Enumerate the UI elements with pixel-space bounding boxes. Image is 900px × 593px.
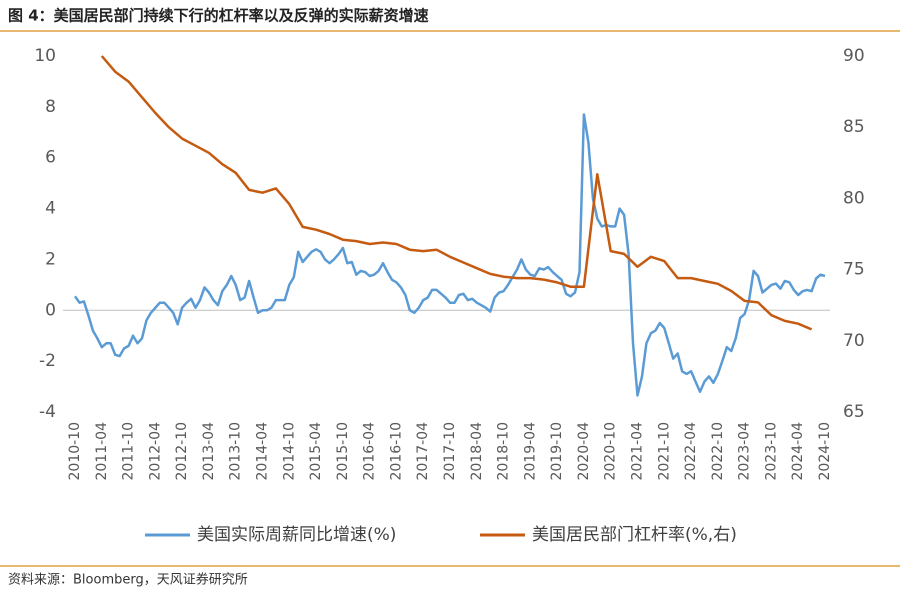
x-tick-label: 2013-10: [228, 422, 244, 481]
series-line: [73, 113, 826, 397]
x-tick-label: 2019-10: [549, 422, 565, 481]
x-tick-label: 2023-04: [737, 422, 753, 481]
x-tick-label: 2013-04: [201, 422, 217, 481]
series-line: [100, 55, 813, 331]
y-tick-label: 10: [34, 46, 56, 66]
x-tick-label: 2021-10: [656, 422, 672, 481]
y2-tick-label: 65: [843, 402, 865, 422]
x-tick-label: 2023-10: [763, 422, 779, 481]
y-tick-label: 4: [45, 199, 56, 219]
source: 资料来源：Bloomberg，天风证券研究所: [8, 572, 248, 588]
y-tick-label: 6: [45, 148, 56, 168]
x-tick-label: 2020-10: [603, 422, 619, 481]
y2-tick-label: 75: [843, 260, 865, 280]
x-tick-label: 2010-10: [67, 422, 83, 481]
x-tick-label: 2015-10: [335, 422, 351, 481]
legend-label: 美国居民部门杠杆率(%,右): [532, 525, 737, 545]
chart-title: 图 4：美国居民部门持续下行的杠杆率以及反弹的实际薪资增速: [8, 7, 429, 25]
x-tick-label: 2022-04: [683, 422, 699, 481]
y-tick-label: -2: [39, 351, 56, 371]
x-tick-label: 2019-04: [522, 422, 538, 481]
x-tick-label: 2024-04: [790, 422, 806, 481]
y-tick-label: 2: [45, 249, 56, 269]
x-tick-label: 2020-04: [576, 422, 592, 481]
x-tick-label: 2018-10: [496, 422, 512, 481]
x-tick-label: 2015-04: [308, 422, 324, 481]
x-tick-label: 2018-04: [469, 422, 485, 481]
x-tick-label: 2011-10: [121, 422, 137, 481]
y-tick-label: 0: [45, 300, 56, 320]
y2-tick-label: 80: [843, 188, 865, 208]
x-tick-label: 2011-04: [94, 422, 110, 481]
x-tick-label: 2012-10: [174, 422, 190, 481]
x-tick-label: 2017-04: [415, 422, 431, 481]
x-tick-label: 2024-10: [817, 422, 833, 481]
y2-tick-label: 70: [843, 331, 865, 351]
y-tick-label: -4: [39, 402, 56, 422]
y-tick-label: 8: [45, 97, 56, 117]
x-tick-label: 2021-04: [630, 422, 646, 481]
x-tick-label: 2016-10: [388, 422, 404, 481]
x-tick-label: 2016-04: [362, 422, 378, 481]
x-tick-label: 2012-04: [147, 422, 163, 481]
y2-tick-label: 90: [843, 46, 865, 66]
x-tick-label: 2022-10: [710, 422, 726, 481]
x-tick-label: 2014-10: [281, 422, 297, 481]
y2-tick-label: 85: [843, 117, 865, 137]
legend-label: 美国实际周薪同比增速(%): [197, 525, 396, 545]
x-tick-label: 2017-10: [442, 422, 458, 481]
x-tick-label: 2014-04: [255, 422, 271, 481]
